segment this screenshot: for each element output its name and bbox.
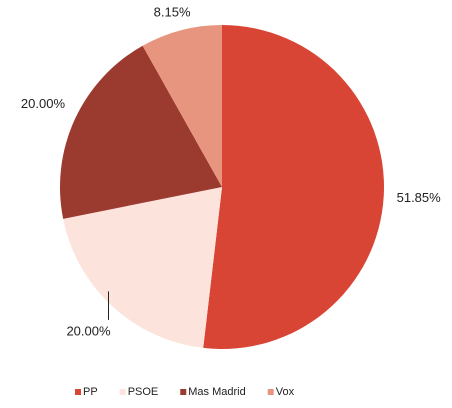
pie-slice	[63, 187, 222, 348]
pie-slice	[203, 25, 385, 349]
data-label: 51.85%	[397, 190, 442, 205]
legend-label: PSOE	[128, 386, 159, 398]
legend-label: PP	[83, 386, 98, 398]
legend-label: Vox	[276, 386, 295, 398]
legend-swatch	[75, 389, 81, 395]
data-label: 20.00%	[21, 96, 66, 111]
data-label: 20.00%	[66, 323, 111, 338]
legend-swatch	[267, 389, 274, 395]
pie-slice	[59, 45, 222, 219]
legend-swatch	[180, 389, 187, 395]
legend-swatch	[119, 389, 126, 395]
legend-label: Mas Madrid	[188, 386, 245, 398]
pie-slice	[142, 24, 222, 187]
data-label: 8.15%	[154, 4, 191, 19]
